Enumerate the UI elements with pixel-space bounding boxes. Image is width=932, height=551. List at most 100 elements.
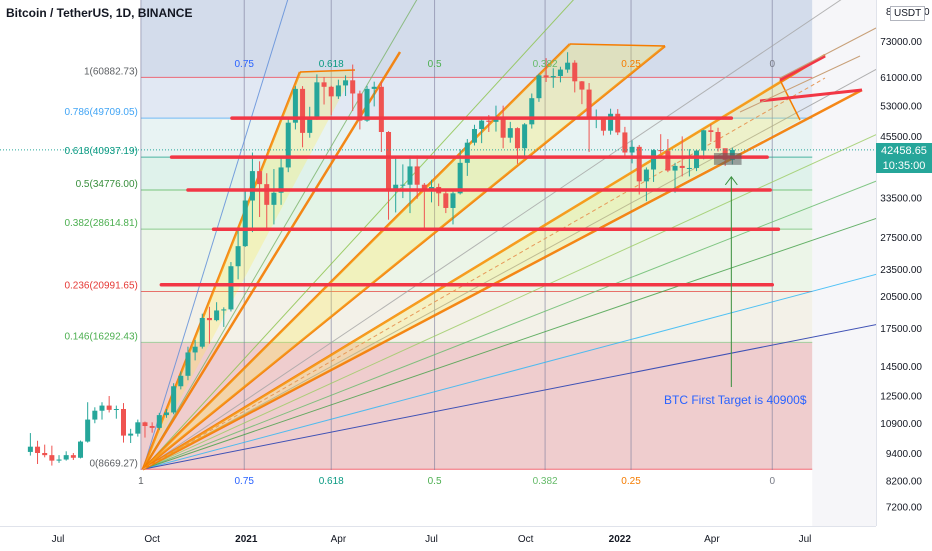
candle-body (264, 184, 270, 205)
candle-body (514, 128, 520, 149)
candle-body (550, 76, 556, 78)
fib-level-label: 0.236(20991.65) (64, 280, 137, 291)
candle-body (257, 171, 263, 185)
candle-body (171, 386, 177, 413)
candle-body (335, 85, 341, 97)
candle-body (378, 86, 384, 133)
fib-fan-ray (142, 68, 876, 470)
candle-body (235, 246, 241, 267)
candle-body (694, 150, 700, 168)
fib-level-label: 0.786(49709.05) (64, 107, 137, 118)
candle-body (586, 89, 592, 120)
candle-body (529, 98, 535, 125)
time-axis[interactable] (0, 526, 876, 551)
candle-body (665, 151, 671, 171)
candle-body (156, 415, 162, 428)
candle-body (128, 433, 134, 436)
candle-body (350, 80, 356, 94)
candle-body (629, 146, 635, 153)
fan-trend-line (142, 88, 863, 471)
price-axis[interactable] (876, 0, 932, 526)
candle-body (557, 69, 563, 77)
labels-layer: BTC First Target is 40900$ 1(60882.73) 0.7… (64, 59, 806, 487)
candle-body (615, 113, 621, 133)
bar-countdown: 10:35:00 (882, 160, 926, 172)
fib-fan-ray (142, 0, 289, 470)
fib-level-label: 0(8669.27) (90, 458, 138, 469)
candle-body (371, 86, 377, 89)
candle-body (149, 426, 155, 428)
candle-body (92, 410, 98, 420)
fib-time-label-bottom: 0.618 (319, 476, 344, 487)
candle-body (364, 88, 370, 121)
target-annotation: BTC First Target is 40900$ (664, 393, 807, 407)
candle-body (178, 375, 184, 387)
fib-level-label: 0.5(34776.00) (76, 179, 138, 190)
candle-body (292, 88, 298, 123)
drawings-layer (0, 116, 876, 387)
candle-body (99, 405, 105, 411)
candle-body (679, 165, 685, 168)
candle-body (321, 82, 327, 87)
candle-body (85, 419, 91, 442)
fan-trend-line (142, 43, 571, 471)
candle-body (78, 441, 84, 458)
candle-body (486, 120, 492, 122)
candle-body (579, 81, 585, 90)
candle-body (543, 75, 549, 78)
candle-body (651, 150, 657, 170)
fib-fan-ray (142, 0, 842, 470)
candle-body (622, 132, 628, 153)
candle-body (206, 317, 212, 321)
fib-time-label-bottom: 0.382 (533, 476, 558, 487)
candle-body (715, 132, 721, 149)
fib-time-label-bottom: 0.5 (428, 476, 442, 487)
fib-time-label-top: 0.618 (319, 59, 344, 70)
fib-level-label: 0.146(16292.43) (64, 331, 137, 342)
candle-body (479, 120, 485, 129)
fib-level-label: 0.618(40937.19) (64, 146, 137, 157)
fan-channel-edge (779, 79, 801, 121)
candle-body (565, 62, 571, 70)
fan-trend-line (141, 71, 302, 470)
candle-body (636, 146, 642, 182)
grey-trend-line (779, 27, 876, 79)
candle-body (49, 455, 55, 461)
fan-channel-edge (569, 43, 666, 47)
candle-body (400, 184, 406, 186)
candle-body (199, 317, 205, 347)
currency-selector[interactable]: USDT (890, 6, 926, 21)
red-trend-line (759, 88, 863, 103)
target-arrow-head (724, 176, 738, 186)
fib-time-label-top: 0.25 (621, 59, 641, 70)
fib-fan-ray (142, 134, 876, 470)
fib-time-label-bottom: 0 (769, 476, 775, 487)
candle-body (242, 200, 248, 247)
candle-body (185, 352, 191, 376)
candle-body (228, 266, 234, 310)
candle-body (414, 166, 420, 185)
candle-body (214, 310, 220, 321)
fib-fan-ray (142, 273, 876, 470)
candle-body (500, 117, 506, 138)
candle-body (63, 455, 69, 460)
target-box (713, 152, 742, 165)
candle-body (464, 142, 470, 163)
fib-time-label-top: 0.75 (235, 59, 255, 70)
fan-midline (142, 77, 826, 470)
fan-trend-line (141, 51, 402, 470)
candle-body (457, 162, 463, 194)
candle-body (672, 165, 678, 171)
fib-time-label-top: 0.382 (533, 59, 558, 70)
fib-time-label-top: 0.5 (428, 59, 442, 70)
candle-body (471, 128, 477, 143)
candle-body (285, 122, 291, 168)
last-price-value: 42458.65 (881, 145, 927, 157)
candle-body (120, 408, 126, 436)
candle-body (421, 184, 427, 191)
candle-body (357, 93, 363, 121)
fib-fan-ray (142, 0, 574, 470)
grey-trend-line (739, 55, 861, 113)
candle-body (522, 124, 528, 149)
